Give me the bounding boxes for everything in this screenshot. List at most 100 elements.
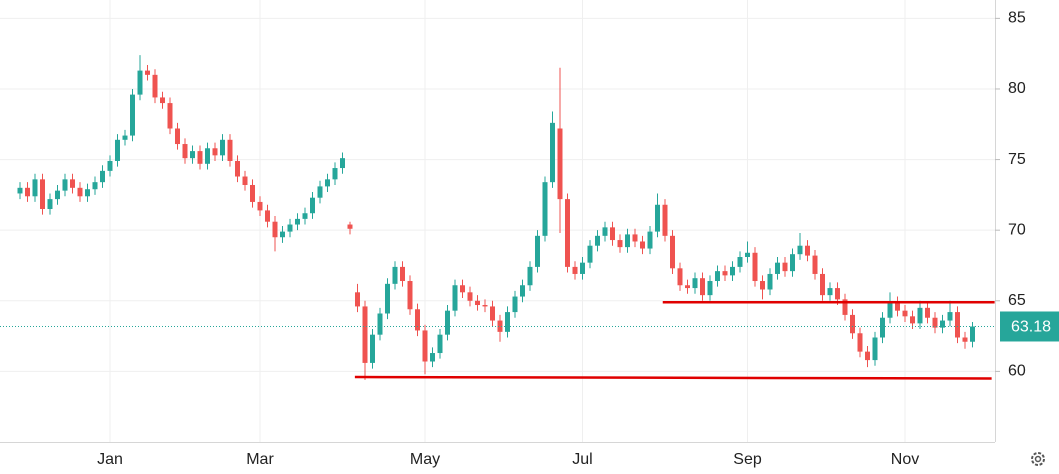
candle-body <box>17 187 23 194</box>
candle-body <box>857 333 863 352</box>
candle-body <box>842 299 848 315</box>
candle-body <box>580 262 585 274</box>
candle-body <box>655 204 660 232</box>
grid <box>0 0 995 442</box>
candle-body <box>452 285 458 311</box>
y-tick-label: 60 <box>1008 363 1026 380</box>
candle-body <box>362 306 368 363</box>
candle-body <box>512 296 518 313</box>
candle-body <box>130 94 135 136</box>
settings-icon[interactable] <box>1031 452 1045 466</box>
candle-body <box>775 262 780 274</box>
candle-body <box>722 271 728 276</box>
candle-body <box>167 103 173 129</box>
candle-body <box>47 199 53 209</box>
candle-body <box>25 187 30 197</box>
candle-body <box>175 128 180 145</box>
candle-body <box>242 176 248 185</box>
candle-body <box>205 148 210 164</box>
candle-body <box>55 190 60 200</box>
candle-body <box>197 151 203 164</box>
candle-body <box>647 231 653 249</box>
gear-outline <box>1031 452 1045 466</box>
gear-center <box>1034 455 1042 463</box>
candle-body <box>812 255 818 274</box>
candle-body <box>317 186 323 198</box>
candle-body <box>332 168 338 180</box>
candle-body <box>92 182 98 190</box>
candle-body <box>190 151 195 159</box>
candle-body <box>100 170 105 183</box>
y-tick-label: 80 <box>1008 80 1026 97</box>
candle-body <box>430 353 435 362</box>
candle-body <box>280 231 285 238</box>
x-tick-label: Jul <box>572 451 592 468</box>
candle-body <box>85 189 90 197</box>
candle-body <box>632 234 638 242</box>
y-tick-label: 85 <box>1008 10 1026 27</box>
candle-body <box>370 334 375 363</box>
candle-body <box>490 306 495 321</box>
candle-body <box>295 218 300 225</box>
x-tick-label: Sep <box>733 451 762 468</box>
x-tick-label: Mar <box>246 451 274 468</box>
candle-body <box>160 97 165 104</box>
candle-body <box>610 227 615 241</box>
candle-body <box>557 128 563 200</box>
candle-body <box>947 312 953 321</box>
candle-body <box>40 179 45 209</box>
x-tick-label: Jan <box>97 451 123 468</box>
candle-body <box>265 210 270 222</box>
candle-body <box>670 235 675 269</box>
candle-body <box>970 326 975 342</box>
candle-body <box>145 70 150 75</box>
x-tick-label: May <box>410 451 440 468</box>
candle-body <box>865 351 870 361</box>
candle-body <box>107 160 113 171</box>
candle-body <box>400 266 405 282</box>
candle-body <box>835 288 840 300</box>
candle-body <box>505 312 510 332</box>
candle-body <box>887 302 893 318</box>
candle-body <box>482 305 488 307</box>
x-tick-label: Nov <box>891 451 919 468</box>
y-tick-label: 65 <box>1008 292 1026 309</box>
candle-body <box>872 337 878 361</box>
candle-body <box>640 241 645 249</box>
candle-body <box>310 197 315 214</box>
last-price-box <box>1000 311 1059 342</box>
candle-body <box>955 312 960 338</box>
candle-body <box>550 122 555 183</box>
candle-body <box>250 184 255 202</box>
candle-body <box>730 266 735 276</box>
candle-body <box>932 317 938 328</box>
candle-body <box>715 271 720 282</box>
candle-body <box>77 187 83 197</box>
candle-body <box>797 245 803 255</box>
candle-body <box>685 285 690 289</box>
candle-body <box>32 179 38 197</box>
candle-body <box>677 268 683 286</box>
candle-body <box>895 302 900 311</box>
candle-body <box>355 292 360 307</box>
candle-body <box>700 278 705 296</box>
candle-body <box>340 158 345 169</box>
candle-body <box>437 334 443 354</box>
candle-body <box>962 337 968 342</box>
candle-body <box>827 288 833 296</box>
candle-body <box>737 257 743 267</box>
candle-body <box>235 160 240 177</box>
candle-body <box>115 139 120 161</box>
candle-body <box>70 179 75 188</box>
candle-body <box>587 245 593 263</box>
candle-body <box>325 179 330 187</box>
candle-body <box>182 144 188 159</box>
candle-body <box>782 262 788 272</box>
candle-body <box>467 292 473 301</box>
candle-body <box>137 70 143 95</box>
candle-body <box>760 281 765 290</box>
candle-body <box>880 317 885 338</box>
candle-body <box>925 307 930 318</box>
